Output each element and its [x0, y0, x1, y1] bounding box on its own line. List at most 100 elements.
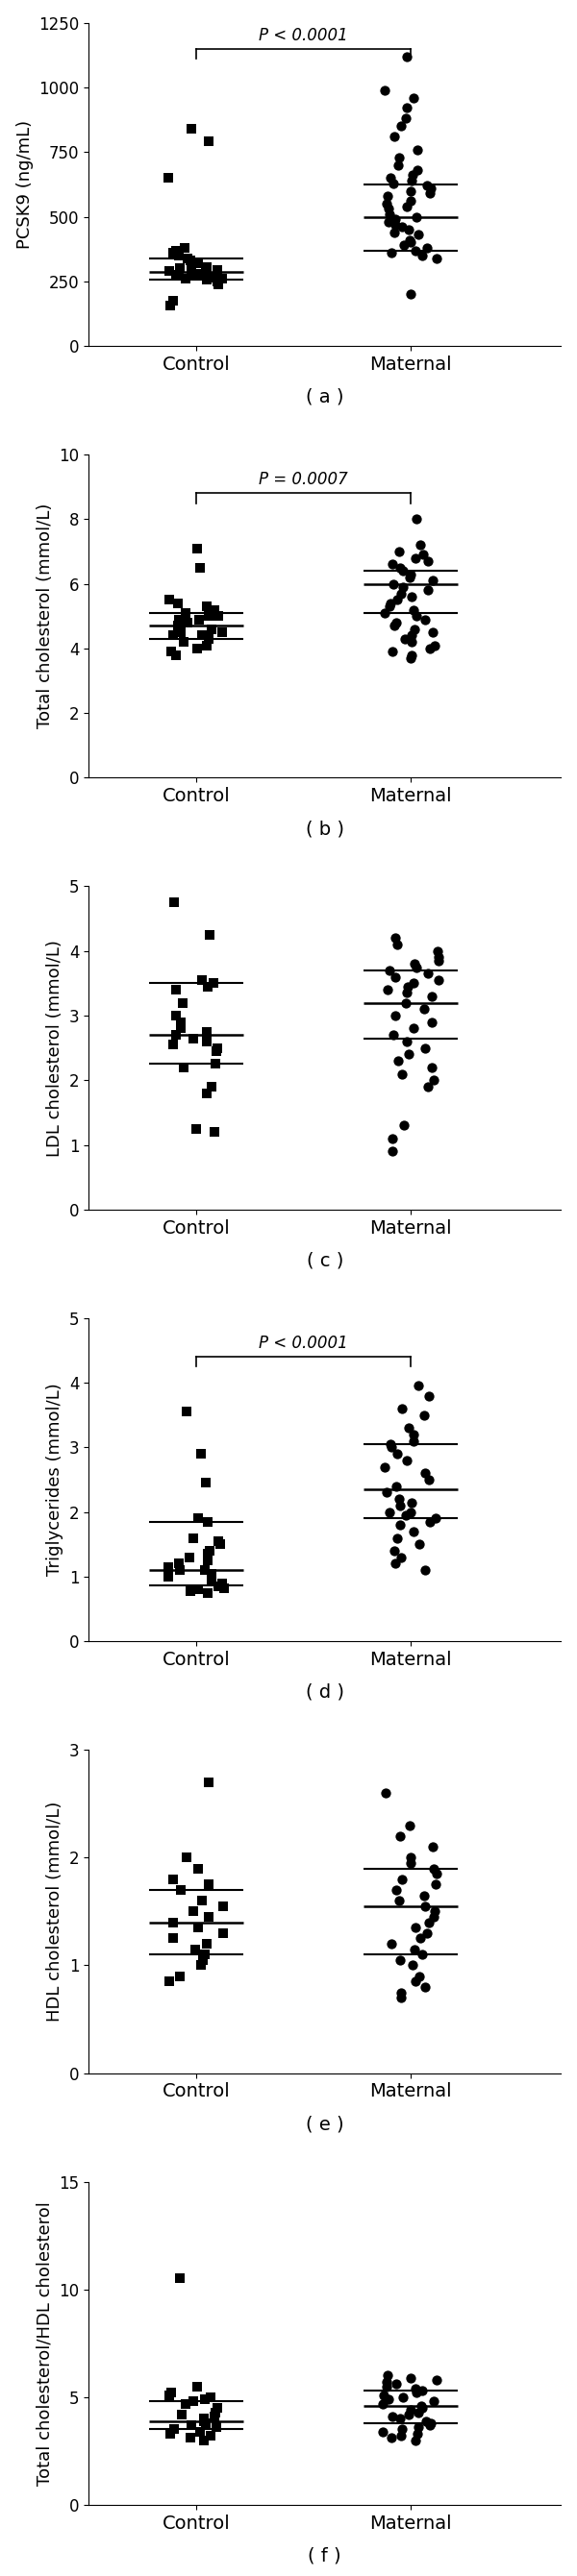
Point	[179, 621, 188, 662]
Point	[409, 1007, 418, 1048]
Point	[393, 144, 402, 185]
Point	[192, 528, 201, 569]
Point	[407, 1481, 416, 1522]
Point	[431, 1497, 440, 1538]
Point	[391, 204, 400, 245]
Point	[171, 634, 181, 675]
Point	[410, 538, 419, 580]
Point	[207, 1553, 216, 1595]
Point	[202, 585, 211, 626]
Point	[205, 1530, 215, 1571]
Point	[387, 1427, 396, 1468]
Point	[421, 1453, 430, 1494]
Point	[398, 551, 407, 592]
Point	[177, 1007, 186, 1048]
Text: P = 0.0007: P = 0.0007	[258, 471, 348, 489]
Point	[389, 605, 399, 647]
Point	[388, 1131, 398, 1172]
Point	[181, 258, 190, 299]
Point	[419, 533, 428, 574]
Point	[411, 945, 421, 987]
Point	[382, 2365, 391, 2406]
Y-axis label: Total cholesterol/HDL cholesterol: Total cholesterol/HDL cholesterol	[36, 2200, 54, 2486]
Point	[426, 629, 435, 670]
Point	[214, 1566, 223, 1607]
Point	[168, 281, 178, 322]
Point	[410, 1960, 419, 2002]
Point	[175, 1551, 185, 1592]
Text: ( c ): ( c )	[306, 1252, 343, 1270]
Point	[193, 242, 203, 283]
Point	[391, 1870, 400, 1911]
Point	[210, 1110, 219, 1151]
Point	[202, 1924, 211, 1965]
Point	[414, 214, 423, 255]
Point	[395, 531, 404, 572]
Point	[177, 611, 186, 652]
Point	[172, 229, 181, 270]
Point	[181, 2383, 190, 2424]
Point	[393, 925, 402, 966]
Point	[384, 951, 394, 992]
Point	[406, 2357, 415, 2398]
Point	[396, 1538, 406, 1579]
Point	[418, 1935, 427, 1976]
Point	[383, 2354, 392, 2396]
Point	[413, 149, 422, 191]
Point	[203, 966, 212, 1007]
Point	[413, 2414, 422, 2455]
Point	[402, 1494, 411, 1535]
Point	[387, 232, 396, 273]
Point	[398, 1054, 407, 1095]
Point	[428, 559, 437, 600]
Point	[204, 1865, 213, 1906]
Point	[429, 1059, 439, 1100]
Point	[203, 1540, 212, 1582]
Point	[424, 953, 433, 994]
Point	[172, 994, 181, 1036]
Point	[379, 2411, 388, 2452]
Point	[410, 608, 419, 649]
Y-axis label: PCSK9 (ng/mL): PCSK9 (ng/mL)	[16, 121, 33, 250]
Point	[191, 1108, 200, 1149]
Point	[410, 1906, 419, 1947]
Point	[417, 2385, 426, 2427]
Point	[406, 1842, 415, 1883]
Point	[166, 2414, 175, 2455]
Point	[207, 608, 216, 649]
Point	[382, 183, 391, 224]
Point	[192, 629, 201, 670]
Point	[387, 1924, 396, 1965]
Y-axis label: Total cholesterol (mmol/L): Total cholesterol (mmol/L)	[36, 502, 54, 729]
Point	[385, 1492, 395, 1533]
Point	[168, 1901, 177, 1942]
Point	[218, 1564, 227, 1605]
Point	[405, 1806, 414, 1847]
Point	[219, 1569, 228, 1610]
Point	[206, 2378, 215, 2419]
Point	[430, 1865, 440, 1906]
Point	[405, 219, 414, 260]
Point	[425, 1458, 434, 1499]
Point	[432, 237, 441, 278]
Point	[391, 994, 400, 1036]
Point	[398, 1857, 407, 1899]
Point	[200, 2398, 209, 2439]
Point	[412, 595, 421, 636]
Point	[391, 917, 400, 958]
Point	[198, 1940, 208, 1981]
Point	[212, 2406, 222, 2447]
Point	[194, 252, 204, 294]
Point	[166, 631, 175, 672]
Point	[380, 70, 389, 111]
Text: ( b ): ( b )	[306, 819, 344, 837]
Point	[395, 137, 404, 178]
Point	[420, 1551, 429, 1592]
Point	[406, 273, 415, 314]
Point	[385, 193, 395, 234]
Point	[403, 971, 412, 1012]
Point	[397, 572, 406, 613]
Point	[404, 2393, 413, 2434]
Point	[212, 250, 222, 291]
Point	[427, 976, 436, 1018]
